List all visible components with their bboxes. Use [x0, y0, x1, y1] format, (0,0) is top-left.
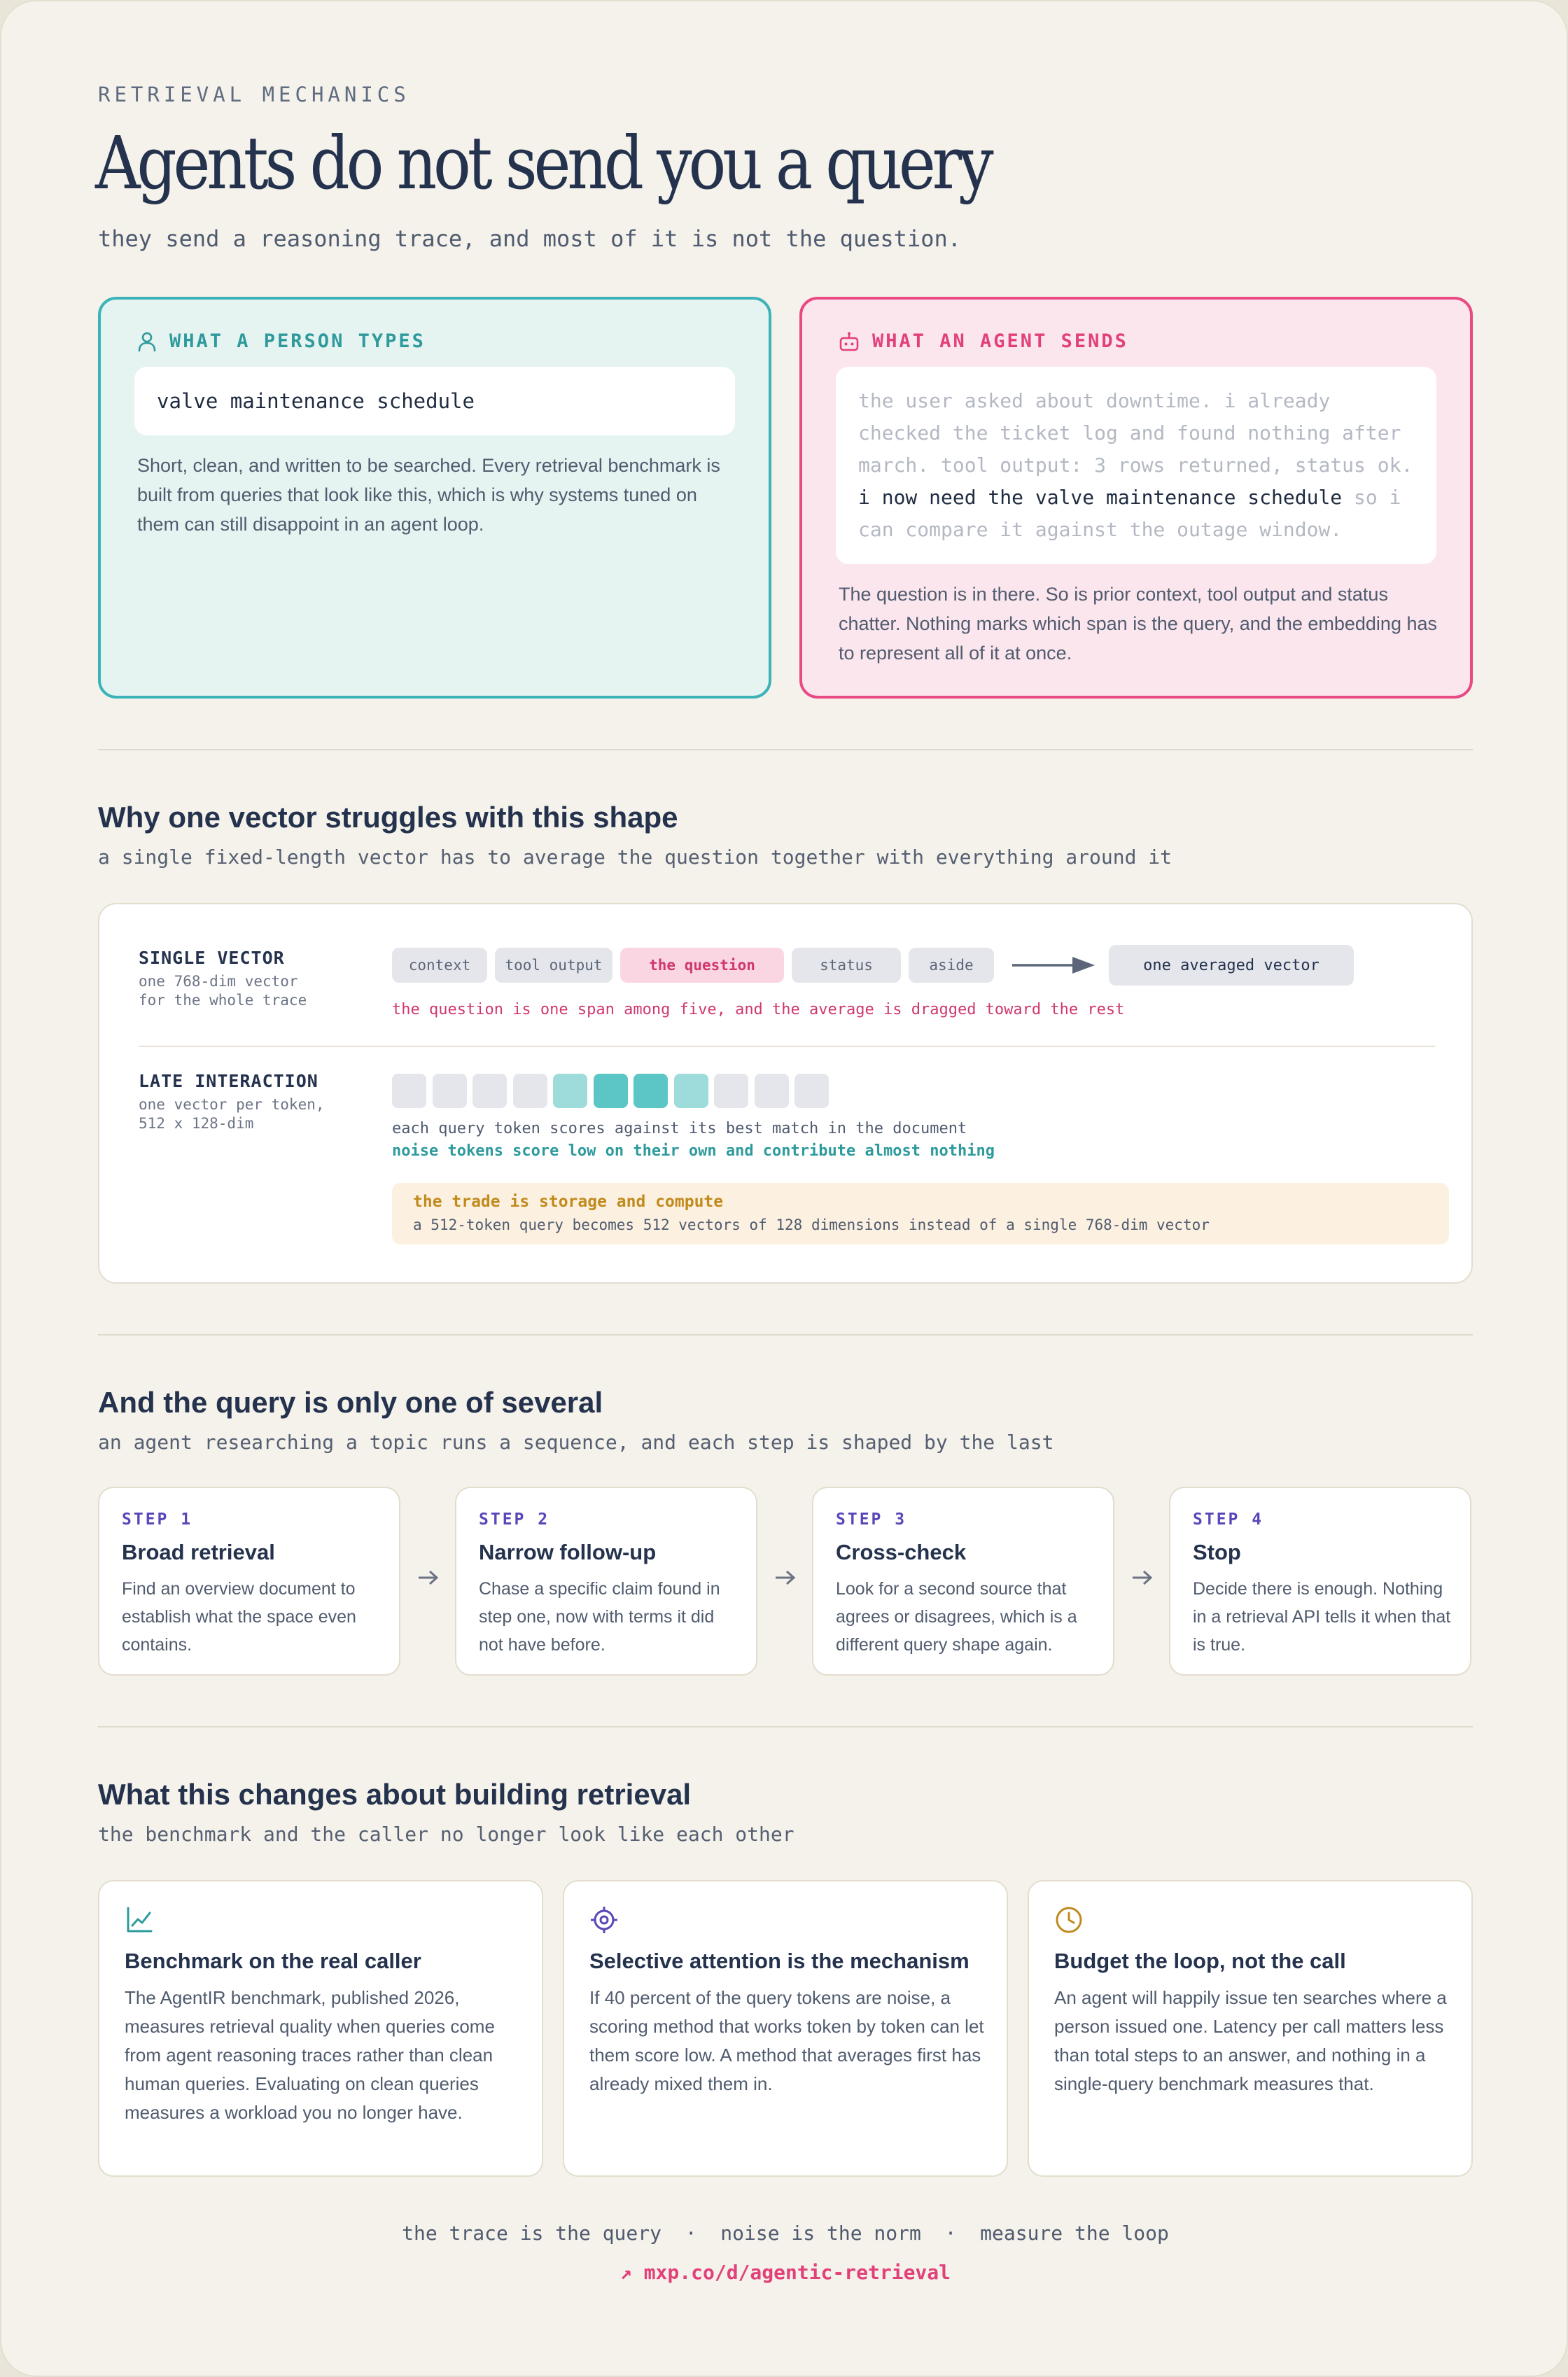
late-interaction-desc-line2: 512 x 128-dim: [139, 1115, 254, 1132]
late-interaction-title: LATE INTERACTION: [139, 1071, 318, 1091]
step-card-1: STEP 1 Broad retrieval Find an overview …: [98, 1487, 400, 1676]
steps-section-title: And the query is only one of several: [98, 1386, 603, 1419]
agent-trace-box: the user asked about downtime. i already…: [836, 367, 1436, 564]
tradeoff-callout: the trade is storage and compute a 512-t…: [392, 1183, 1449, 1244]
insight-description: The AgentIR benchmark, published 2026, m…: [125, 1987, 495, 2123]
insight-card-budget: Budget the loop, not the call An agent w…: [1028, 1880, 1473, 2177]
step-description: Decide there is enough. Nothing in a ret…: [1193, 1579, 1451, 1655]
section-divider: [98, 1334, 1473, 1335]
arrow-right-icon: [1133, 1570, 1153, 1585]
single-vector-desc: one 768-dim vector for the whole trace: [139, 972, 307, 1010]
token-score-cell: [673, 1074, 708, 1108]
noise-tokens-note: noise tokens score low on their own and …: [392, 1142, 995, 1160]
token-score-cell: [392, 1074, 426, 1108]
vector-section-title: Why one vector struggles with this shape: [98, 801, 678, 834]
step-description: Find an overview document to establish w…: [122, 1579, 356, 1655]
vector-section-subtitle: a single fixed-length vector has to aver…: [98, 846, 1172, 869]
agent-trace-context: the user asked about downtime. i already…: [858, 389, 1413, 477]
step-title: Narrow follow-up: [479, 1540, 657, 1564]
person-card-header: WHAT A PERSON TYPES: [137, 330, 426, 352]
step-title: Cross-check: [836, 1540, 967, 1564]
changes-section-title: What this changes about building retriev…: [98, 1778, 692, 1811]
person-query-box: valve maintenance schedule: [134, 367, 735, 435]
step-title: Broad retrieval: [122, 1540, 275, 1564]
agent-card-header: WHAT AN AGENT SENDS: [839, 330, 1128, 352]
insight-description: If 40 percent of the query tokens are no…: [589, 1987, 984, 2094]
target-icon: [591, 1907, 617, 1933]
token-score-cell: [432, 1074, 467, 1108]
agent-trace-question: i now need the valve maintenance schedul…: [858, 486, 1343, 509]
insight-card-attention: Selective attention is the mechanism If …: [563, 1880, 1008, 2177]
person-card-label: WHAT A PERSON TYPES: [169, 330, 426, 352]
step-card-3: STEP 3 Cross-check Look for a second sou…: [812, 1487, 1114, 1676]
chip-the-question: the question: [620, 948, 784, 983]
late-interaction-desc: one vector per token, 512 x 128-dim: [139, 1095, 325, 1133]
step-card-4: STEP 4 Stop Decide there is enough. Noth…: [1169, 1487, 1471, 1676]
clock-icon: [1056, 1907, 1082, 1933]
chart-icon: [127, 1907, 153, 1933]
token-score-cell: [794, 1074, 829, 1108]
token-score-cell: [754, 1074, 789, 1108]
agent-card-description: The question is in there. So is prior co…: [839, 584, 1437, 664]
step-card-2: STEP 2 Narrow follow-up Chase a specific…: [455, 1487, 757, 1676]
section-divider: [98, 1726, 1473, 1727]
late-interaction-label: LATE INTERACTION one vector per token, 5…: [139, 1071, 325, 1133]
token-score-cell: [512, 1074, 547, 1108]
token-score-cell: [593, 1074, 628, 1108]
insight-title: Benchmark on the real caller: [125, 1949, 421, 1973]
steps-section-subtitle: an agent researching a topic runs a sequ…: [98, 1431, 1054, 1454]
page-title: Agents do not send you a query: [95, 120, 994, 206]
step-number: STEP 2: [479, 1510, 550, 1529]
chip-status: status: [792, 948, 901, 983]
insight-description: An agent will happily issue ten searches…: [1054, 1987, 1447, 2094]
page-subtitle: they send a reasoning trace, and most of…: [98, 225, 961, 252]
late-interaction-note: each query token scores against its best…: [392, 1120, 967, 1137]
single-vector-desc-line1: one 768-dim vector: [139, 973, 298, 990]
arrow-right-icon: [419, 1570, 439, 1585]
person-query: valve maintenance schedule: [157, 389, 475, 413]
token-score-cell: [634, 1074, 668, 1108]
single-vector-desc-line2: for the whole trace: [139, 992, 307, 1009]
person-icon: [138, 332, 156, 351]
single-vector-note: the question is one span among five, and…: [392, 1001, 1125, 1018]
footer-link[interactable]: ↗ mxp.co/d/agentic-retrieval: [620, 2261, 951, 2284]
row-divider: [139, 1046, 1435, 1047]
late-interaction-desc-line1: one vector per token,: [139, 1096, 325, 1113]
person-card: WHAT A PERSON TYPES valve maintenance sc…: [98, 297, 771, 699]
token-score-cell: [553, 1074, 587, 1108]
arrow-right-icon: [1012, 957, 1095, 974]
person-card-description: Short, clean, and written to be searched…: [137, 455, 720, 535]
eyebrow: RETRIEVAL MECHANICS: [98, 83, 410, 106]
insight-card-benchmark: Benchmark on the real caller The AgentIR…: [98, 1880, 543, 2177]
step-description: Look for a second source that agrees or …: [836, 1579, 1077, 1655]
tradeoff-title: the trade is storage and compute: [413, 1193, 724, 1211]
step-description: Chase a specific claim found in step one…: [479, 1579, 720, 1655]
chip-aside: aside: [909, 948, 994, 983]
step-number: STEP 1: [122, 1510, 193, 1529]
tradeoff-desc: a 512-token query becomes 512 vectors of…: [413, 1216, 1210, 1233]
agent-card-label: WHAT AN AGENT SENDS: [872, 330, 1128, 352]
agent-trace-tail: so i can compare it against the outage w…: [858, 486, 1401, 541]
step-number: STEP 4: [1193, 1510, 1264, 1529]
footer-tagline: the trace is the query · noise is the no…: [402, 2222, 1169, 2245]
step-number: STEP 3: [836, 1510, 907, 1529]
token-score-cell: [714, 1074, 748, 1108]
chip-context: context: [392, 948, 487, 983]
single-vector-label: SINGLE VECTOR one 768-dim vector for the…: [139, 948, 307, 1010]
step-title: Stop: [1193, 1540, 1241, 1564]
chip-tool-output: tool output: [495, 948, 612, 983]
single-vector-title: SINGLE VECTOR: [139, 948, 285, 968]
robot-icon: [839, 332, 859, 351]
vector-comparison-panel: SINGLE VECTOR one 768-dim vector for the…: [98, 903, 1473, 1284]
insight-title: Budget the loop, not the call: [1054, 1949, 1346, 1973]
insight-title: Selective attention is the mechanism: [589, 1949, 969, 1973]
agent-card: WHAT AN AGENT SENDS the user asked about…: [799, 297, 1473, 699]
arrow-right-icon: [776, 1570, 796, 1585]
averaged-vector-output: one averaged vector: [1109, 945, 1354, 986]
section-divider: [98, 749, 1473, 750]
changes-section-subtitle: the benchmark and the caller no longer l…: [98, 1823, 794, 1846]
token-score-cell: [472, 1074, 507, 1108]
